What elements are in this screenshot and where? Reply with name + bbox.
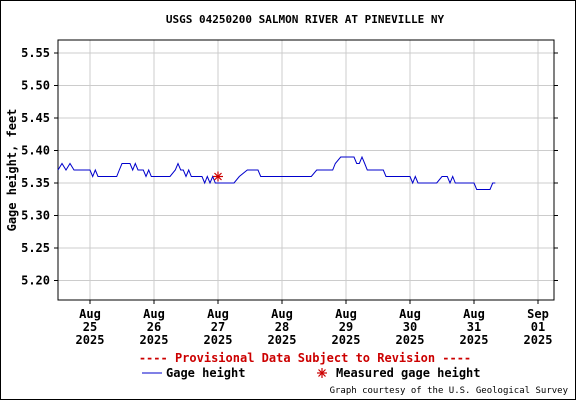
y-tick-label: 5.30	[21, 209, 50, 223]
y-axis: 5.20 5.25 5.30 5.35 5.40 5.45 5.50 5.55	[21, 46, 558, 288]
x-tick-label-day: 29	[339, 320, 353, 334]
x-tick-label-year: 2025	[268, 333, 297, 347]
x-tick-label-month: Aug	[79, 307, 101, 321]
x-tick-label-year: 2025	[332, 333, 361, 347]
x-tick-label-year: 2025	[76, 333, 105, 347]
x-tick-label-day: 30	[403, 320, 417, 334]
x-tick-label-day: 31	[467, 320, 481, 334]
y-tick-label: 5.40	[21, 144, 50, 158]
y-tick-label: 5.35	[21, 176, 50, 190]
credit-text: Graph courtesy of the U.S. Geological Su…	[330, 386, 569, 396]
x-tick-label-year: 2025	[460, 333, 489, 347]
x-tick-label-day: 27	[211, 320, 225, 334]
y-tick-label: 5.45	[21, 111, 50, 125]
x-tick-label-year: 2025	[140, 333, 169, 347]
x-tick-label-day: 28	[275, 320, 289, 334]
y-tick-label: 5.25	[21, 241, 50, 255]
series-line-gage-height	[57, 155, 496, 190]
x-tick-label-month: Aug	[463, 307, 485, 321]
legend-gage-label: Gage height	[166, 366, 245, 380]
x-tick-label-year: 2025	[204, 333, 233, 347]
x-tick-label-day: 26	[147, 320, 161, 334]
x-tick-label-year: 2025	[396, 333, 425, 347]
measured-layer	[213, 171, 223, 182]
x-axis: Aug252025Aug262025Aug272025Aug282025Aug2…	[76, 300, 553, 347]
x-tick-label-month: Sep	[527, 307, 549, 321]
measured-point	[213, 171, 223, 182]
x-tick-label-month: Aug	[207, 307, 229, 321]
x-tick-label-year: 2025	[524, 333, 553, 347]
y-axis-label: Gage height, feet	[5, 109, 19, 232]
y-tick-label: 5.20	[21, 274, 50, 288]
provisional-notice: ---- Provisional Data Subject to Revisio…	[139, 351, 471, 365]
x-tick-label-day: 01	[531, 320, 545, 334]
y-tick-label: 5.55	[21, 46, 50, 60]
y-tick-label: 5.50	[21, 79, 50, 93]
x-tick-label-month: Aug	[399, 307, 421, 321]
x-tick-label-month: Aug	[143, 307, 165, 321]
x-tick-label-month: Aug	[271, 307, 293, 321]
x-tick-label-month: Aug	[335, 307, 357, 321]
legend-measured-label: Measured gage height	[336, 366, 481, 380]
x-tick-label-day: 25	[83, 320, 97, 334]
chart-title: USGS 04250200 SALMON RIVER AT PINEVILLE …	[166, 13, 445, 26]
legend-measured-swatch	[317, 368, 327, 378]
series-layer	[57, 155, 496, 190]
